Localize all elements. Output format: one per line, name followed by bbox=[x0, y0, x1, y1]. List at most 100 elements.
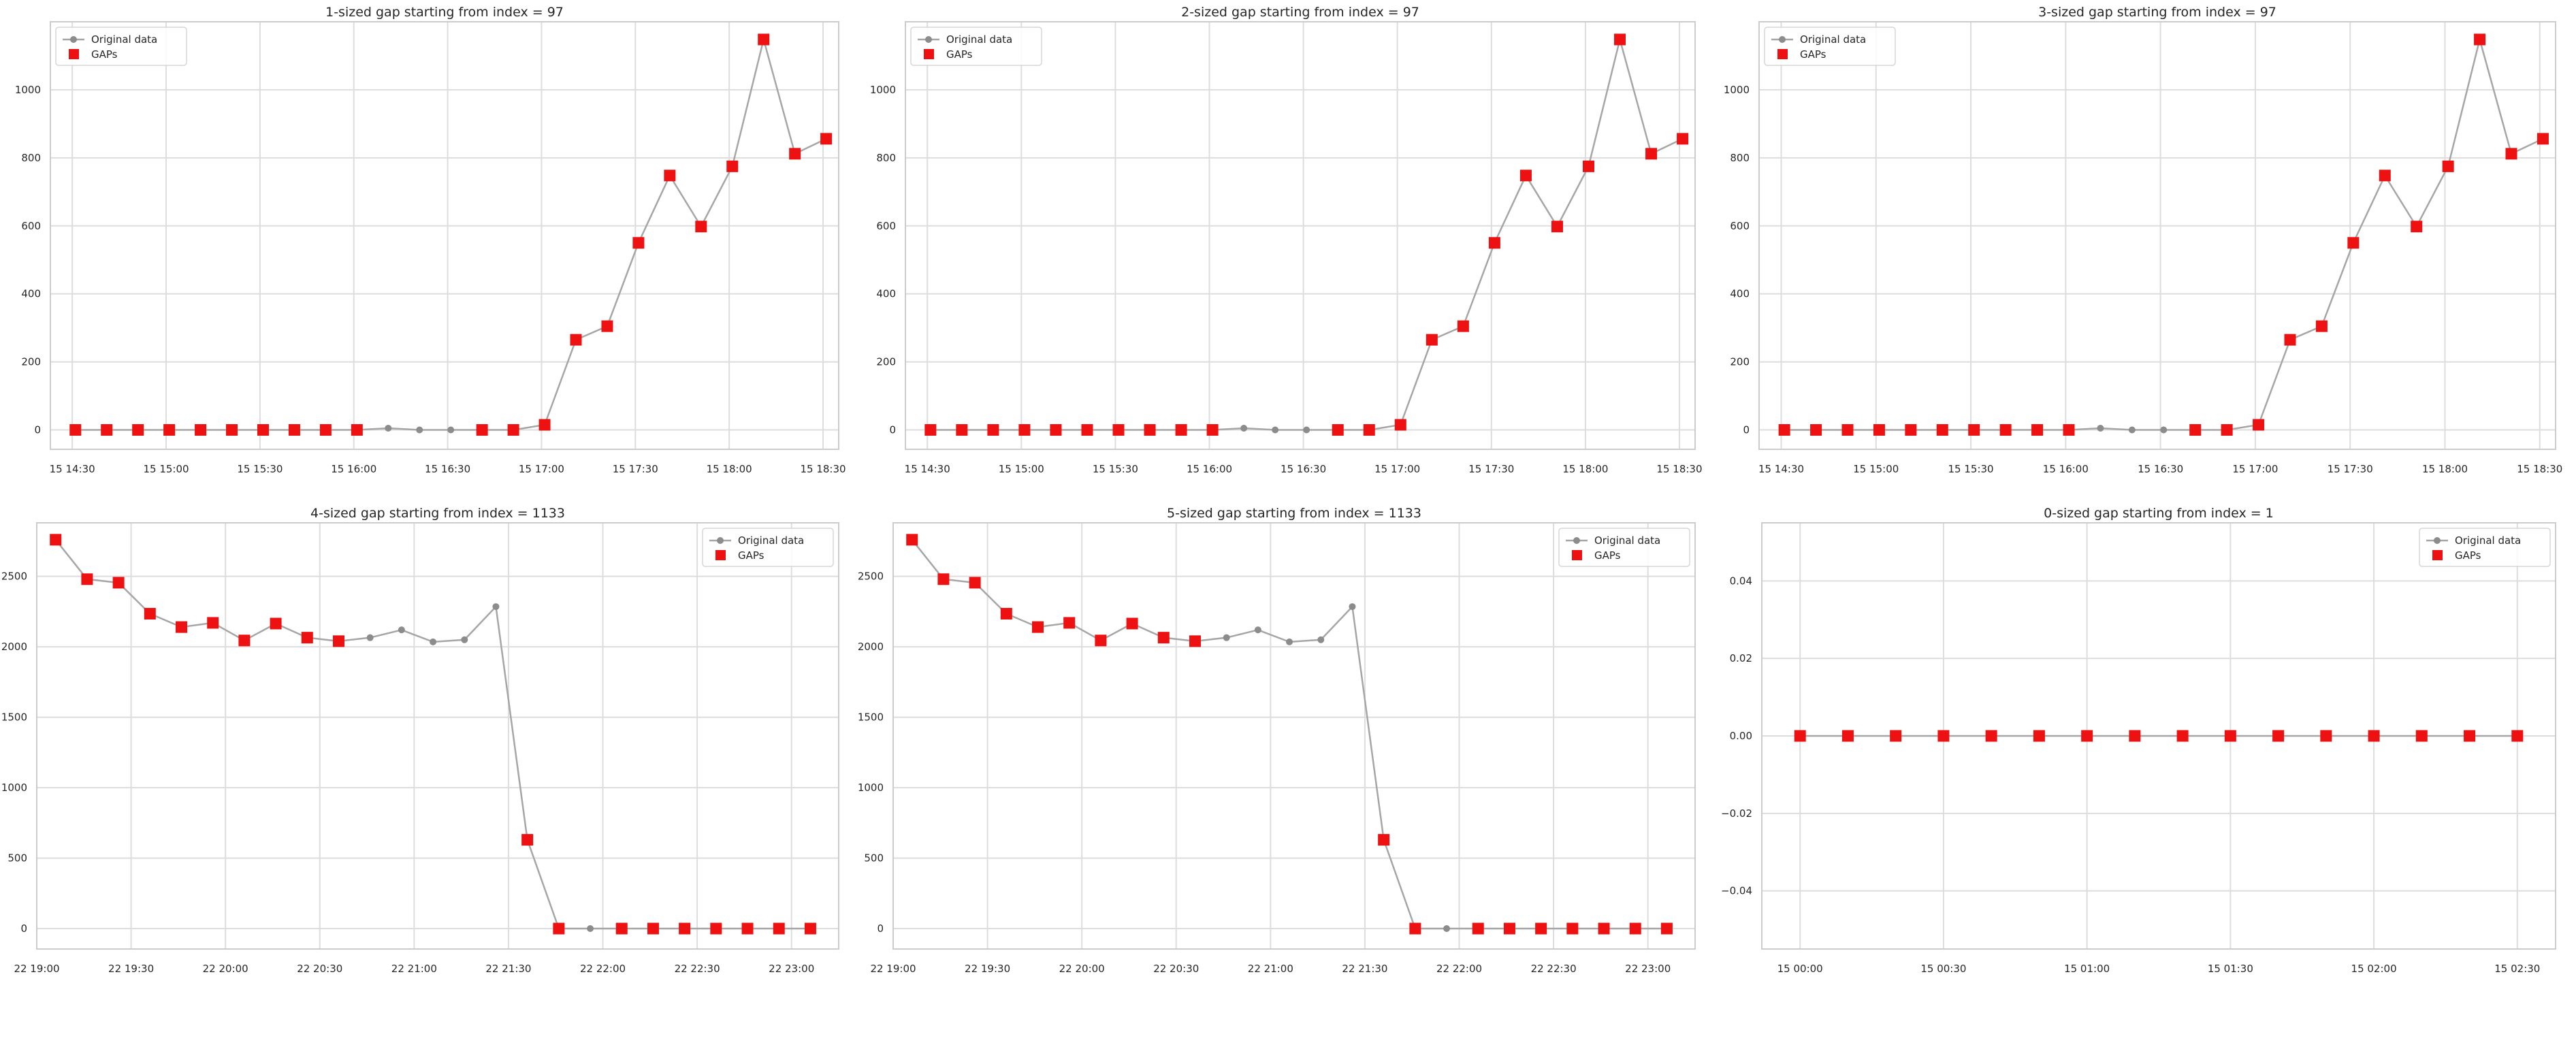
gap-point bbox=[1409, 922, 1421, 935]
legend: Original data GAPs bbox=[1558, 528, 1690, 567]
x-tick-label: 22 22:00 bbox=[580, 963, 626, 975]
gap-point bbox=[1112, 424, 1125, 436]
x-tick-label: 22 22:00 bbox=[1436, 963, 1482, 975]
chart-panel-5: 22 19:00 22 19:30 22 20:00 22 20:30 22 21:00… bbox=[858, 506, 1696, 975]
gap-point bbox=[2063, 424, 2075, 436]
gap-point bbox=[521, 834, 534, 846]
legend: Original data GAPs bbox=[55, 27, 187, 66]
y-tick-label: 2500 bbox=[858, 570, 884, 583]
legend-label-gaps: GAPs bbox=[91, 48, 118, 61]
legend-gap-swatch bbox=[715, 550, 726, 560]
gap-point bbox=[1841, 730, 1854, 742]
gap-point bbox=[1794, 730, 1806, 742]
gap-point bbox=[1000, 607, 1012, 620]
x-tick-label: 15 15:00 bbox=[999, 463, 1044, 475]
gap-point bbox=[2347, 237, 2360, 249]
legend-gap-swatch bbox=[2432, 550, 2443, 560]
gap-point bbox=[476, 424, 488, 436]
gap-point bbox=[1937, 730, 1950, 742]
gap-point bbox=[1629, 922, 1641, 935]
gap-point bbox=[1332, 424, 1344, 436]
legend-marker-swatch bbox=[1779, 36, 1786, 43]
gap-point bbox=[804, 922, 816, 935]
y-tick-label: 1000 bbox=[15, 84, 41, 96]
gap-point bbox=[1206, 424, 1219, 436]
x-tick-label: 22 19:30 bbox=[108, 963, 154, 975]
gap-point bbox=[1426, 334, 1438, 346]
gap-point bbox=[1519, 170, 1532, 182]
original-data-point bbox=[2097, 425, 2104, 432]
gap-point bbox=[207, 617, 219, 629]
gap-point bbox=[1566, 922, 1579, 935]
legend-label-original: Original data bbox=[1800, 33, 1866, 46]
gap-point bbox=[773, 922, 785, 935]
y-tick-label: 1000 bbox=[1724, 84, 1750, 96]
x-tick-label: 15 18:00 bbox=[707, 463, 752, 475]
gap-point bbox=[1126, 617, 1138, 630]
axes-frame bbox=[1761, 522, 2556, 950]
chart-title: 1-sized gap starting from index = 97 bbox=[325, 5, 564, 20]
gap-point bbox=[301, 632, 313, 644]
original-data-point bbox=[447, 426, 455, 434]
x-tick-label: 22 20:00 bbox=[203, 963, 248, 975]
gap-point bbox=[2537, 133, 2549, 145]
legend-label-original: Original data bbox=[91, 33, 157, 46]
legend-label-gaps: GAPs bbox=[2455, 549, 2481, 562]
gap-point bbox=[1472, 922, 1484, 935]
gap-point bbox=[1144, 424, 1156, 436]
gap-point bbox=[538, 419, 551, 431]
gap-point bbox=[1660, 922, 1673, 935]
y-tick-label: 2000 bbox=[1, 641, 27, 653]
gap-point bbox=[69, 424, 82, 436]
y-tick-label: −0.04 bbox=[1721, 885, 1752, 897]
legend-gap-swatch bbox=[924, 49, 934, 59]
x-tick-label: 15 14:30 bbox=[905, 463, 950, 475]
x-tick-label: 22 22:30 bbox=[1531, 963, 1577, 975]
gap-point bbox=[924, 424, 937, 436]
legend-box bbox=[910, 27, 1042, 66]
original-data-point bbox=[1272, 426, 1279, 434]
legend-gap-swatch bbox=[1777, 49, 1788, 59]
gap-point bbox=[1551, 221, 1563, 233]
gap-point bbox=[2176, 730, 2189, 742]
y-tick-label: 1000 bbox=[1, 782, 27, 794]
gap-point bbox=[1645, 148, 1658, 160]
gap-point bbox=[906, 534, 918, 546]
gap-point bbox=[2415, 730, 2428, 742]
gap-point bbox=[1905, 424, 1917, 436]
gap-point bbox=[1095, 634, 1107, 647]
x-tick-label: 15 15:00 bbox=[143, 463, 189, 475]
gap-point bbox=[1778, 424, 1790, 436]
y-tick-label: 1500 bbox=[1, 711, 27, 724]
legend-gap-swatch bbox=[69, 49, 79, 59]
y-tick-label: 0 bbox=[1743, 424, 1750, 436]
x-tick-label: 15 18:00 bbox=[2422, 463, 2468, 475]
legend: Original data GAPs bbox=[1764, 27, 1896, 66]
chart-panel-6: 15 00:00 15 00:30 15 01:00 15 01:30 15 02:00… bbox=[1721, 506, 2556, 975]
original-data-point bbox=[1317, 636, 1325, 643]
gap-point bbox=[2379, 170, 2391, 182]
x-tick-label: 15 17:30 bbox=[1468, 463, 1514, 475]
x-tick-label: 22 21:30 bbox=[1342, 963, 1387, 975]
gap-point bbox=[1050, 424, 1062, 436]
gap-point bbox=[2368, 730, 2380, 742]
original-data-point bbox=[587, 924, 594, 932]
x-tick-label: 15 14:30 bbox=[50, 463, 95, 475]
legend-label-original: Original data bbox=[738, 534, 804, 547]
gap-point bbox=[288, 424, 300, 436]
x-tick-label: 15 15:30 bbox=[1093, 463, 1138, 475]
y-tick-label: 0.00 bbox=[1730, 730, 1752, 742]
gap-point bbox=[2253, 419, 2265, 431]
x-tick-label: 22 21:00 bbox=[391, 963, 437, 975]
legend-marker-swatch bbox=[70, 36, 77, 43]
axes-frame bbox=[905, 21, 1696, 450]
legend-box bbox=[1558, 528, 1690, 567]
gap-point bbox=[1614, 33, 1626, 46]
gap-point bbox=[144, 607, 156, 620]
y-tick-label: 800 bbox=[876, 152, 896, 164]
y-tick-label: 200 bbox=[876, 356, 896, 368]
gap-point bbox=[1175, 424, 1187, 436]
gap-point bbox=[81, 573, 93, 585]
legend-label-gaps: GAPs bbox=[1800, 48, 1826, 61]
x-tick-label: 15 15:30 bbox=[237, 463, 283, 475]
